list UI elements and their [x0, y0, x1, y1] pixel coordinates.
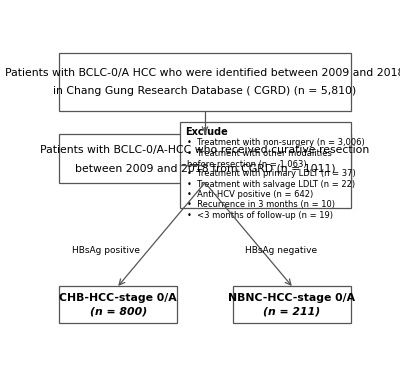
Text: •  Treatment with primary LDLT (n = 37): • Treatment with primary LDLT (n = 37) — [187, 169, 356, 178]
Text: •  Treatment with salvage LDLT (n = 22): • Treatment with salvage LDLT (n = 22) — [187, 180, 356, 189]
Text: between 2009 and 2018 from CGRD (n = 1011): between 2009 and 2018 from CGRD (n = 101… — [75, 163, 335, 173]
FancyBboxPatch shape — [59, 286, 177, 323]
Text: Exclude: Exclude — [185, 128, 228, 138]
Text: •  Treatment with other modalities
before resection (n = 1,063): • Treatment with other modalities before… — [187, 149, 332, 169]
Text: •  Anti-HCV positive (n = 642): • Anti-HCV positive (n = 642) — [187, 190, 314, 199]
Text: •  <3 months of follow-up (n = 19): • <3 months of follow-up (n = 19) — [187, 211, 333, 220]
Text: (n = 211): (n = 211) — [263, 307, 320, 317]
Text: HBsAg negative: HBsAg negative — [245, 245, 318, 255]
FancyBboxPatch shape — [59, 134, 351, 183]
FancyBboxPatch shape — [233, 286, 351, 323]
Text: Patients with BCLC-0/A HCC who were identified between 2009 and 2018: Patients with BCLC-0/A HCC who were iden… — [5, 69, 400, 78]
Text: HBsAg positive: HBsAg positive — [72, 245, 140, 255]
Text: CHB-HCC-stage 0/A: CHB-HCC-stage 0/A — [59, 292, 177, 303]
Text: NBNC-HCC-stage 0/A: NBNC-HCC-stage 0/A — [228, 292, 355, 303]
Text: •  Treatment with non-surgery (n = 3,006): • Treatment with non-surgery (n = 3,006) — [187, 138, 365, 147]
FancyBboxPatch shape — [180, 122, 351, 209]
Text: in Chang Gung Research Database ( CGRD) (n = 5,810): in Chang Gung Research Database ( CGRD) … — [53, 86, 357, 96]
Text: Patients with BCLC-0/A-HCC who received curative resection: Patients with BCLC-0/A-HCC who received … — [40, 145, 370, 154]
Text: •  Recurrence in 3 months (n = 10): • Recurrence in 3 months (n = 10) — [187, 200, 335, 209]
Text: (n = 800): (n = 800) — [90, 307, 147, 317]
FancyBboxPatch shape — [59, 53, 351, 111]
